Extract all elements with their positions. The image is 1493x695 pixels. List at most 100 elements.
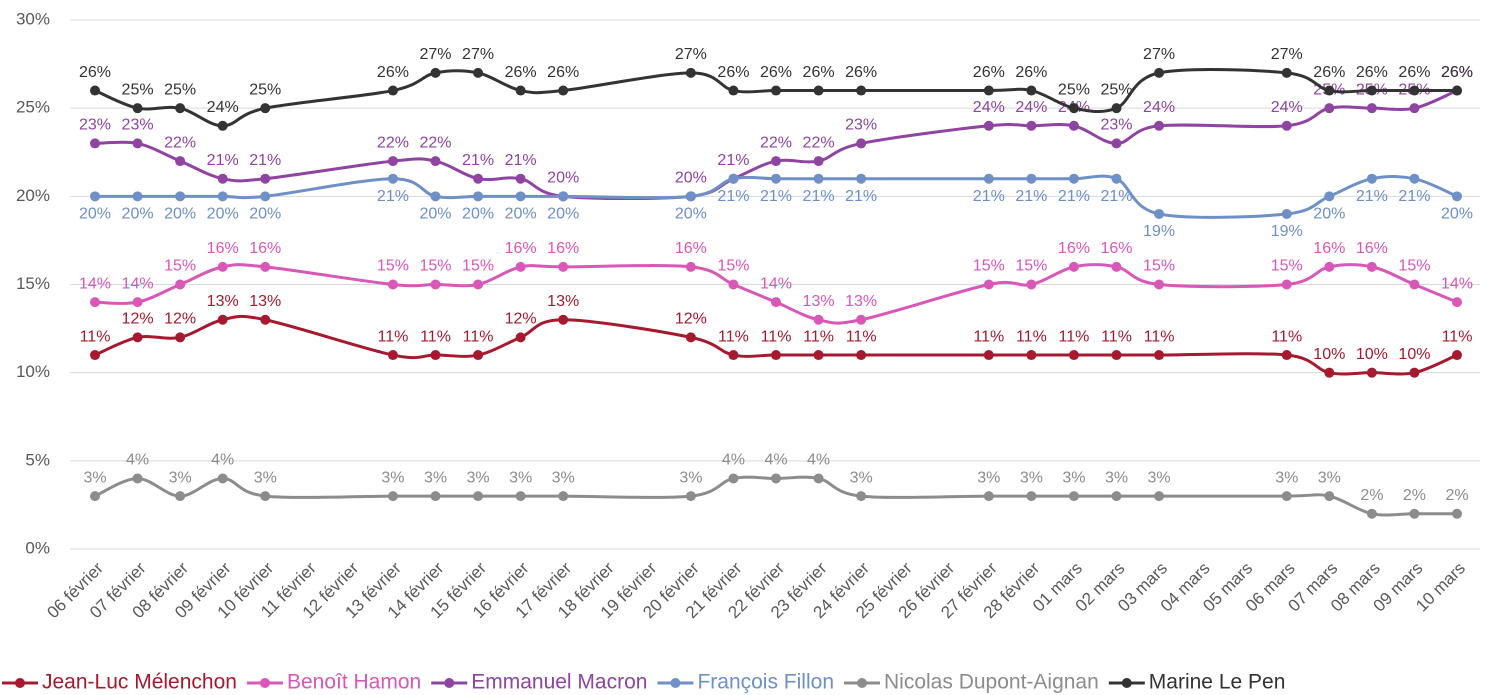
data-point <box>217 173 228 184</box>
data-point <box>728 473 739 484</box>
data-point <box>132 332 143 343</box>
data-label: 23% <box>79 117 111 134</box>
series: 26% 25% 25% 24% 25% 26% 27% 27% 26% 26% 27% 26% 26% 2… <box>79 46 1473 131</box>
data-point <box>685 491 696 502</box>
data-label: 15% <box>1398 258 1430 275</box>
data-label: 21% <box>207 152 239 169</box>
data-point <box>1409 367 1420 378</box>
data-point <box>1324 85 1335 96</box>
data-label: 20% <box>462 206 494 223</box>
data-point <box>1452 191 1462 202</box>
data-point <box>260 191 271 202</box>
data-point <box>1409 85 1420 96</box>
data-label: 23% <box>1100 117 1132 134</box>
data-point <box>260 103 271 114</box>
data-point <box>1068 103 1079 114</box>
data-point <box>175 279 186 290</box>
data-point <box>1154 279 1165 290</box>
data-point <box>430 67 441 78</box>
data-label: 25% <box>122 81 154 98</box>
data-point <box>473 279 484 290</box>
data-label: 3% <box>1275 469 1298 486</box>
data-point <box>771 156 781 167</box>
data-point <box>515 173 526 184</box>
data-point <box>515 491 526 502</box>
data-point <box>1281 491 1292 502</box>
data-point <box>1366 85 1377 96</box>
series: 20% 20% 20% 20% 20% 21% 20% 20% 20% 20% 20% 21% 21% 2… <box>79 173 1473 240</box>
data-label: 26% <box>1441 64 1473 81</box>
data-label: 24% <box>973 99 1005 116</box>
data-label: 13% <box>207 293 239 310</box>
data-point <box>175 191 186 202</box>
data-point <box>515 261 526 272</box>
data-point <box>856 138 867 149</box>
data-point <box>1068 261 1079 272</box>
data-label: 2% <box>1403 487 1426 504</box>
y-tick-label: 0% <box>25 538 50 557</box>
data-label: 11% <box>1144 328 1175 345</box>
data-label: 14% <box>1441 275 1473 292</box>
data-point <box>1068 120 1079 131</box>
data-label: 22% <box>164 134 196 151</box>
data-point <box>430 350 441 361</box>
data-label: 21% <box>717 152 749 169</box>
data-label: 21% <box>973 188 1005 205</box>
data-label: 27% <box>1143 46 1175 63</box>
data-label: 15% <box>1271 258 1303 275</box>
data-label: 24% <box>207 99 239 116</box>
data-label: 11% <box>80 328 111 345</box>
data-label: 11% <box>846 328 877 345</box>
data-point <box>1111 138 1122 149</box>
data-label: 21% <box>249 152 281 169</box>
data-label: 20% <box>675 206 707 223</box>
data-label: 26% <box>547 64 579 81</box>
y-tick-label: 20% <box>16 186 50 205</box>
data-label: 3% <box>467 469 490 486</box>
data-point <box>1111 173 1122 184</box>
data-label: 26% <box>1398 64 1430 81</box>
data-point <box>1026 173 1037 184</box>
data-label: 10% <box>1398 346 1430 363</box>
data-point <box>1111 261 1122 272</box>
data-label: 25% <box>1100 81 1132 98</box>
data-point <box>1026 85 1037 96</box>
data-point <box>387 85 398 96</box>
data-label: 3% <box>552 469 575 486</box>
data-point <box>558 191 569 202</box>
data-label: 27% <box>462 46 494 63</box>
data-point <box>132 297 143 308</box>
data-label: 25% <box>249 81 281 98</box>
data-label: 26% <box>1313 64 1345 81</box>
data-point <box>217 120 228 131</box>
data-point <box>1154 120 1165 131</box>
data-point <box>473 67 484 78</box>
data-label: 16% <box>547 240 579 257</box>
data-label: 16% <box>249 240 281 257</box>
data-label: 11% <box>973 328 1004 345</box>
data-point <box>856 491 867 502</box>
data-point <box>260 261 271 272</box>
data-point <box>983 491 994 502</box>
data-point <box>1026 120 1037 131</box>
data-point <box>685 332 696 343</box>
data-label: 27% <box>675 46 707 63</box>
data-label: 20% <box>249 206 281 223</box>
data-point <box>387 156 398 167</box>
data-point <box>387 350 398 361</box>
data-label: 11% <box>718 328 749 345</box>
data-point <box>1366 173 1377 184</box>
data-label: 21% <box>760 188 792 205</box>
data-point <box>515 332 526 343</box>
data-point <box>813 314 824 325</box>
data-label: 26% <box>377 64 409 81</box>
data-point <box>1366 508 1377 519</box>
data-point <box>813 473 824 484</box>
data-label: 26% <box>845 64 877 81</box>
data-label: 11% <box>803 328 834 345</box>
data-label: 13% <box>249 293 281 310</box>
data-label: 20% <box>547 170 579 187</box>
data-label: 13% <box>845 293 877 310</box>
data-label: 10% <box>1356 346 1388 363</box>
